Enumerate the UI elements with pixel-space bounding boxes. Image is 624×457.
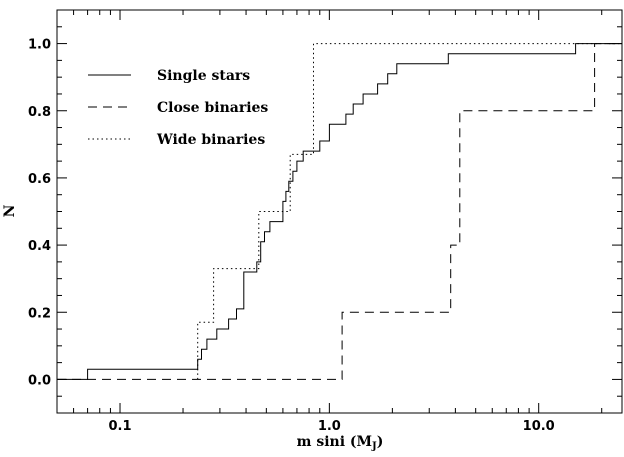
y-tick-label: 0.2: [28, 306, 51, 321]
series-line-dashed: [57, 43, 622, 380]
legend-label: Wide binaries: [156, 132, 265, 148]
x-axis-title-subscript: J: [371, 441, 377, 452]
legend-label: Close binaries: [157, 100, 268, 116]
series-line-dotted: [197, 43, 622, 380]
y-axis-title: N: [2, 204, 18, 217]
x-tick-label: 1.0: [318, 419, 341, 434]
series-line-solid: [57, 43, 622, 380]
x-axis-title: m sini (MJ): [297, 434, 384, 452]
y-tick-label: 0.0: [28, 373, 51, 388]
y-tick-label: 0.8: [28, 105, 51, 120]
y-tick-label: 0.6: [28, 172, 51, 187]
y-tick-label: 0.4: [28, 239, 51, 254]
series-lines: [57, 43, 622, 380]
x-tick-label: 10.0: [523, 419, 555, 434]
axis-ticks: 0.1 1.0 10.0 0.0 0.2 0.4 0.6 0.8 1.0: [28, 9, 622, 434]
legend: Single stars Close binaries Wide binaries: [88, 68, 268, 148]
legend-label: Single stars: [157, 68, 250, 84]
plot-frame: [56, 9, 623, 414]
x-tick-label: 0.1: [109, 419, 132, 434]
y-tick-label: 1.0: [28, 38, 51, 53]
